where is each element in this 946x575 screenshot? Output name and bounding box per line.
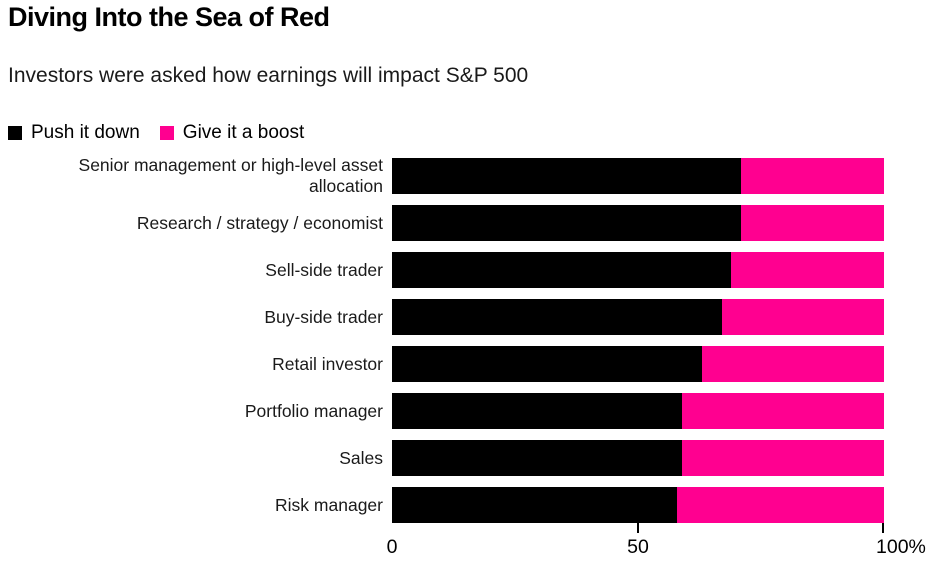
- legend: Push it down Give it a boost: [8, 122, 304, 144]
- legend-swatch-icon: [8, 126, 22, 140]
- bar-segment-give-it-a-boost: [701, 346, 884, 382]
- bar-category-label: Retail investor: [272, 353, 383, 374]
- legend-item-label: Push it down: [31, 122, 140, 143]
- bar-segment-give-it-a-boost: [677, 487, 884, 523]
- bar-track: [392, 346, 884, 382]
- bar-segment-give-it-a-boost: [741, 205, 884, 241]
- bar-category-label: Risk manager: [275, 494, 383, 515]
- bar-segment-push-it-down: [392, 252, 732, 288]
- x-axis-tick-50: [637, 523, 639, 533]
- legend-swatch-icon: [159, 126, 174, 140]
- chart-subtitle: Investors were asked how earnings will i…: [8, 64, 529, 87]
- bar-track: [392, 252, 884, 288]
- bar-category-label: Portfolio manager: [244, 400, 383, 421]
- legend-item: Give it a boost: [159, 122, 305, 144]
- bar-category-label: Buy-side trader: [264, 306, 383, 327]
- bar-row: Senior management or high-level asset al…: [0, 155, 946, 196]
- bar-row: Sell-side trader: [0, 252, 946, 288]
- x-axis: 0 50 100%: [0, 523, 946, 573]
- legend-item-label: Give it a boost: [182, 122, 305, 143]
- bar-segment-give-it-a-boost: [731, 252, 884, 288]
- chart-title: Diving Into the Sea of Red: [8, 2, 330, 32]
- bar-row: Portfolio manager: [0, 393, 946, 429]
- bar-segment-push-it-down: [392, 440, 683, 476]
- plot-area: Senior management or high-level asset al…: [0, 155, 946, 534]
- bar-category-label: Senior management or high-level asset al…: [78, 155, 383, 196]
- bar-row: Retail investor: [0, 346, 946, 382]
- bar-segment-push-it-down: [392, 299, 722, 335]
- bar-track: [392, 158, 884, 194]
- bar-segment-push-it-down: [392, 158, 742, 194]
- bar-segment-push-it-down: [392, 393, 683, 429]
- bar-track: [392, 299, 884, 335]
- bar-category-label: Sales: [339, 447, 383, 468]
- bar-track: [392, 487, 884, 523]
- bar-segment-give-it-a-boost: [682, 393, 884, 429]
- x-axis-label-100: 100%: [876, 536, 926, 558]
- bar-track: [392, 205, 884, 241]
- bar-segment-push-it-down: [392, 346, 702, 382]
- legend-item: Push it down: [8, 122, 140, 144]
- bar-row: Buy-side trader: [0, 299, 946, 335]
- bar-segment-give-it-a-boost: [721, 299, 884, 335]
- bar-row: Research / strategy / economist: [0, 205, 946, 241]
- bar-segment-give-it-a-boost: [741, 158, 884, 194]
- bar-category-label: Research / strategy / economist: [136, 212, 383, 233]
- bar-track: [392, 440, 884, 476]
- bar-segment-give-it-a-boost: [682, 440, 884, 476]
- bar-segment-push-it-down: [392, 487, 678, 523]
- bar-row: Sales: [0, 440, 946, 476]
- x-axis-tick-100: [882, 523, 884, 533]
- x-axis-label-0: 0: [386, 536, 398, 558]
- bar-category-label: Sell-side trader: [265, 259, 383, 280]
- x-axis-label-50: 50: [627, 536, 649, 558]
- bar-track: [392, 393, 884, 429]
- bar-row: Risk manager: [0, 487, 946, 523]
- bar-segment-push-it-down: [392, 205, 742, 241]
